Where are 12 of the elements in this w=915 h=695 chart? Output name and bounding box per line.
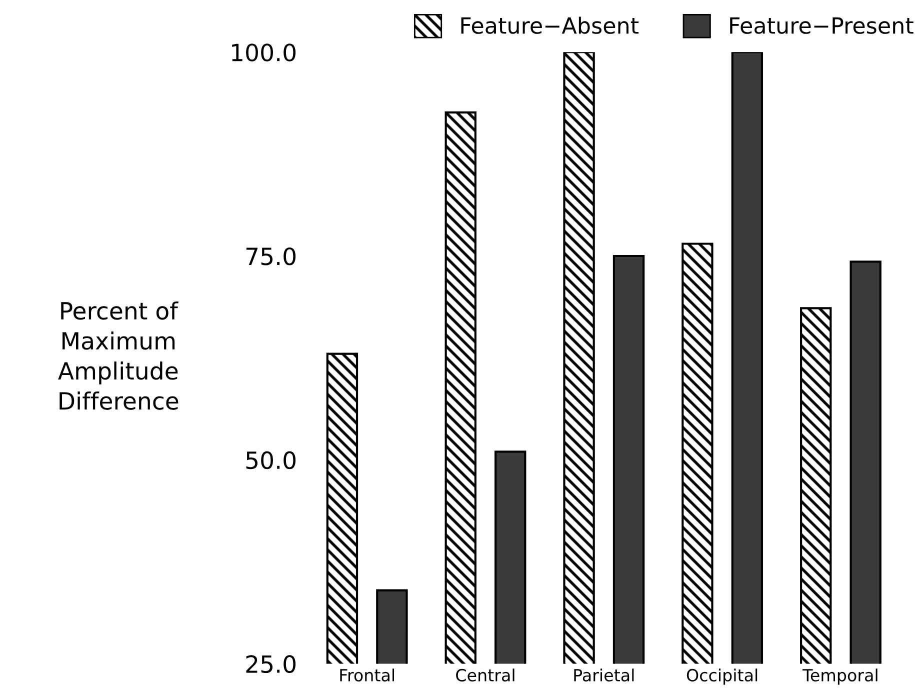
y-tick-label: 100.0	[232, 44, 296, 62]
x-tick-label: Parietal	[574, 668, 634, 682]
y-axis-title: Percent of Maximum Amplitude Difference	[58, 301, 178, 410]
y-tick-label: 50.0	[246, 451, 296, 470]
x-tick-label: Occipital	[686, 668, 758, 685]
x-tick-label: Temporal	[802, 668, 878, 685]
x-tick-label: Central	[456, 668, 514, 682]
y-tick-label: 25.0	[246, 655, 296, 674]
x-tick-label: Frontal	[340, 668, 394, 682]
legend-label: Feature−Present	[730, 17, 914, 34]
legend-label: Feature−Absent	[461, 16, 639, 34]
y-tick-label: 75.0	[246, 247, 296, 266]
